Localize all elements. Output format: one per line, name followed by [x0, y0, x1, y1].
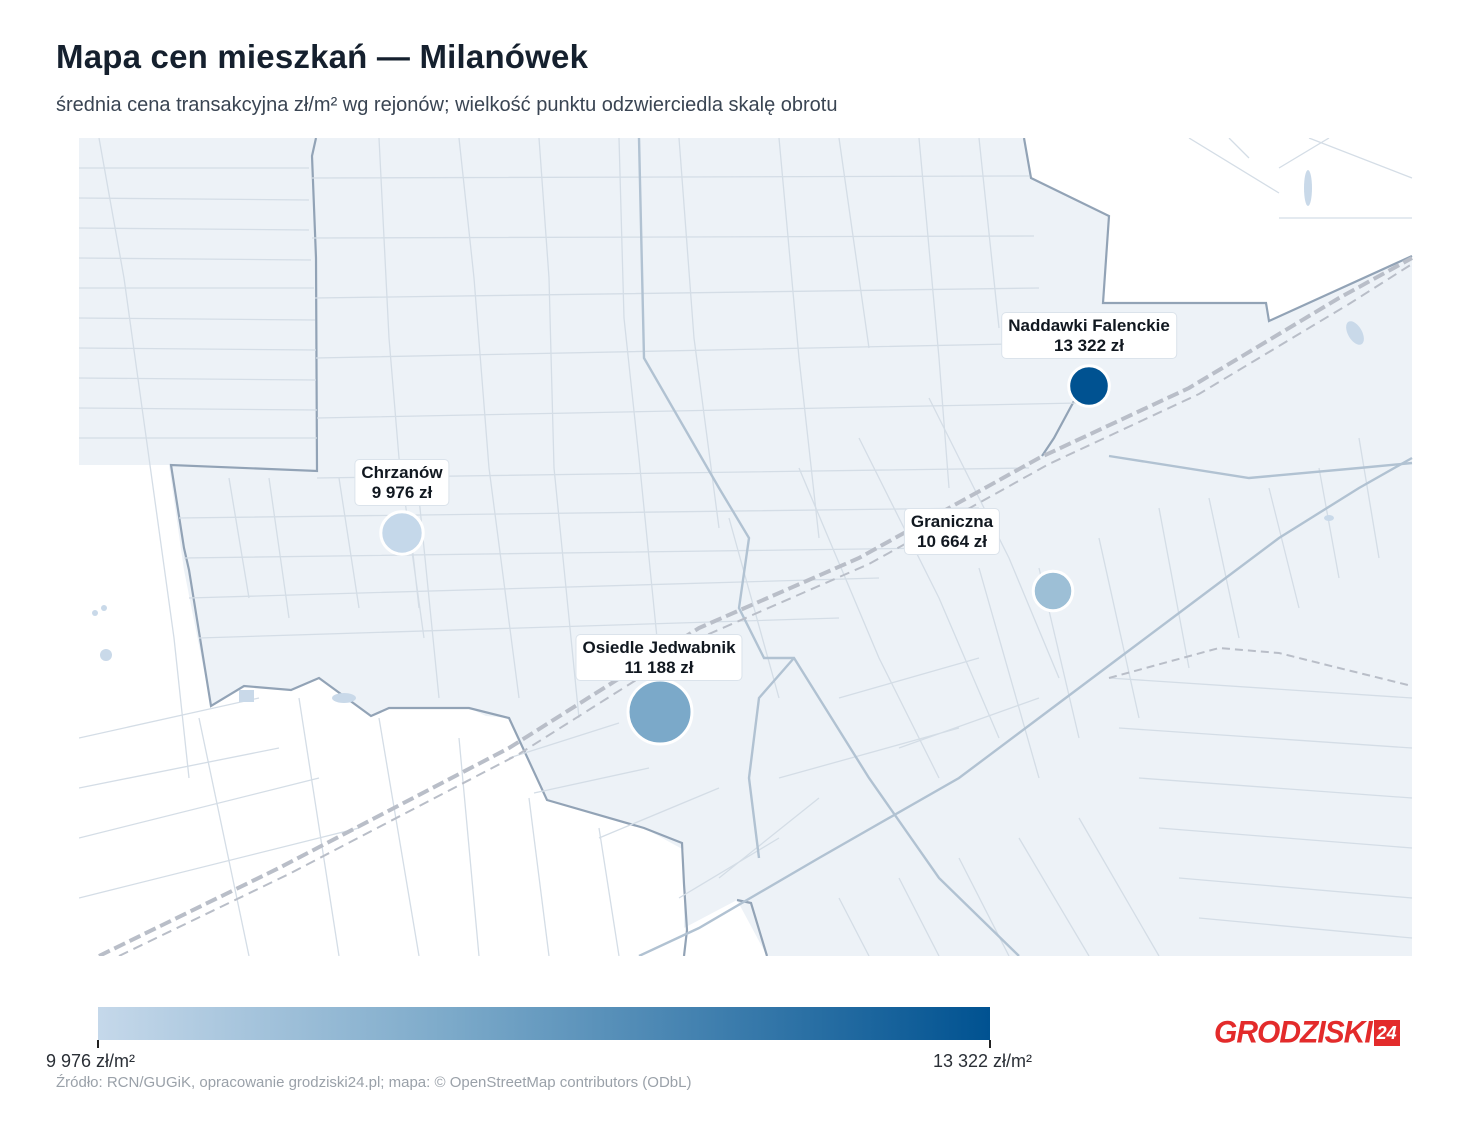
color-scale-bar	[98, 1007, 990, 1040]
callout-price: 9 976 zł	[371, 483, 433, 502]
map[interactable]	[79, 138, 1413, 956]
page-title: Mapa cen mieszkań — Milanówek	[56, 38, 589, 75]
price-marker-osiedle-jedwabnik[interactable]	[626, 678, 694, 746]
legend-max-label: 13 322 zł/m²	[933, 1051, 1033, 1071]
municipality-boundary-east	[1022, 138, 1413, 323]
railways	[98, 256, 1413, 956]
price-markers[interactable]	[379, 364, 1111, 746]
minor-roads	[79, 138, 1413, 956]
callout-price: 10 664 zł	[917, 532, 987, 551]
logo-badge: 24	[1373, 1020, 1400, 1046]
callout-graniczna[interactable]: Graniczna 10 664 zł	[903, 508, 1001, 555]
callout-name: Chrzanów	[361, 463, 443, 482]
legend-min-label: 9 976 zł/m²	[46, 1051, 136, 1071]
grodziski24-logo[interactable]: GRODZISKI 24	[1214, 1015, 1400, 1050]
logo-text: GRODZISKI	[1214, 1015, 1373, 1050]
price-marker-graniczna[interactable]	[1031, 569, 1075, 613]
callout-naddawki-falenckie[interactable]: Naddawki Falenckie 13 322 zł	[1001, 312, 1177, 359]
price-marker-naddawki-falenckie[interactable]	[1067, 364, 1111, 408]
boundary-spur	[1041, 387, 1082, 457]
callout-chrzanow[interactable]: Chrzanów 9 976 zł	[354, 459, 450, 506]
page-subtitle: średnia cena transakcyjna zł/m² wg rejon…	[56, 94, 838, 116]
callout-name: Osiedle Jedwabnik	[582, 638, 736, 657]
callout-price: 11 188 zł	[624, 658, 694, 677]
callout-osiedle-jedwabnik[interactable]: Osiedle Jedwabnik 11 188 zł	[575, 634, 743, 681]
legend-tick-min	[97, 1040, 99, 1048]
callout-price: 13 322 zł	[1054, 336, 1124, 355]
ponds	[92, 170, 1364, 703]
legend-tick-max	[989, 1040, 991, 1048]
main-roads	[637, 138, 1413, 956]
map-canvas[interactable]	[79, 138, 1413, 956]
source-note: Źródło: RCN/GUGiK, opracowanie grodziski…	[56, 1074, 692, 1091]
municipality-boundary-south	[736, 898, 769, 956]
price-marker-chrzanów[interactable]	[379, 510, 425, 556]
callout-name: Naddawki Falenckie	[1008, 316, 1170, 335]
municipality-boundary	[169, 138, 689, 956]
callout-name: Graniczna	[910, 512, 994, 531]
